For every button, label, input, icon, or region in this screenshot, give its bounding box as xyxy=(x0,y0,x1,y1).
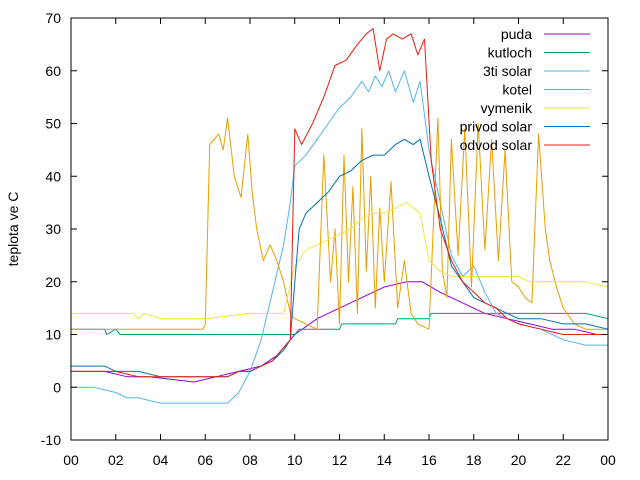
y-tick-label: 50 xyxy=(45,116,61,132)
legend-label: 3ti solar xyxy=(483,63,532,79)
legend-label: vymenik xyxy=(481,100,533,116)
x-tick-label: 16 xyxy=(421,452,437,468)
series-line-kotel xyxy=(71,117,608,330)
legend-label: puda xyxy=(501,26,532,42)
x-tick-label: 00 xyxy=(63,452,79,468)
legend-label: kotel xyxy=(502,82,532,98)
x-tick-label: 06 xyxy=(197,452,213,468)
x-tick-label: 20 xyxy=(511,452,527,468)
y-axis-label: teplota ve C xyxy=(5,192,21,267)
series-line-odvod-solar xyxy=(71,28,608,378)
y-tick-label: 20 xyxy=(45,274,61,290)
legend-label: kutloch xyxy=(488,45,532,61)
series-line-puda xyxy=(71,281,608,383)
y-tick-label: 40 xyxy=(45,168,61,184)
x-tick-label: 22 xyxy=(555,452,571,468)
y-tick-label: 30 xyxy=(45,221,61,237)
series-line-3ti-solar xyxy=(71,70,608,404)
x-tick-label: 00 xyxy=(600,452,616,468)
x-tick-label: 08 xyxy=(242,452,258,468)
series-line-vymenik xyxy=(71,202,609,320)
legend-label: odvod solar xyxy=(460,137,533,153)
y-tick-label: 10 xyxy=(45,327,61,343)
y-tick-label: 70 xyxy=(45,10,61,26)
x-tick-label: 14 xyxy=(376,452,392,468)
y-tick-label: 0 xyxy=(53,379,61,395)
x-tick-label: 02 xyxy=(108,452,124,468)
x-tick-label: 04 xyxy=(153,452,169,468)
legend-label: privod solar xyxy=(460,119,533,135)
x-tick-label: 10 xyxy=(287,452,303,468)
y-tick-label: -10 xyxy=(41,432,61,448)
legend: puda kutloch 3ti solar kotel vymenik privod s… xyxy=(460,26,590,153)
x-tick-label: 18 xyxy=(466,452,482,468)
x-tick-label: 12 xyxy=(332,452,348,468)
y-tick-label: 60 xyxy=(45,63,61,79)
ticks-layer: -10 0 10 20 30 40 50 60 70 00 02 04 06 08 10 12 14 16 18 20… xyxy=(41,10,616,468)
series-layer xyxy=(71,28,609,404)
